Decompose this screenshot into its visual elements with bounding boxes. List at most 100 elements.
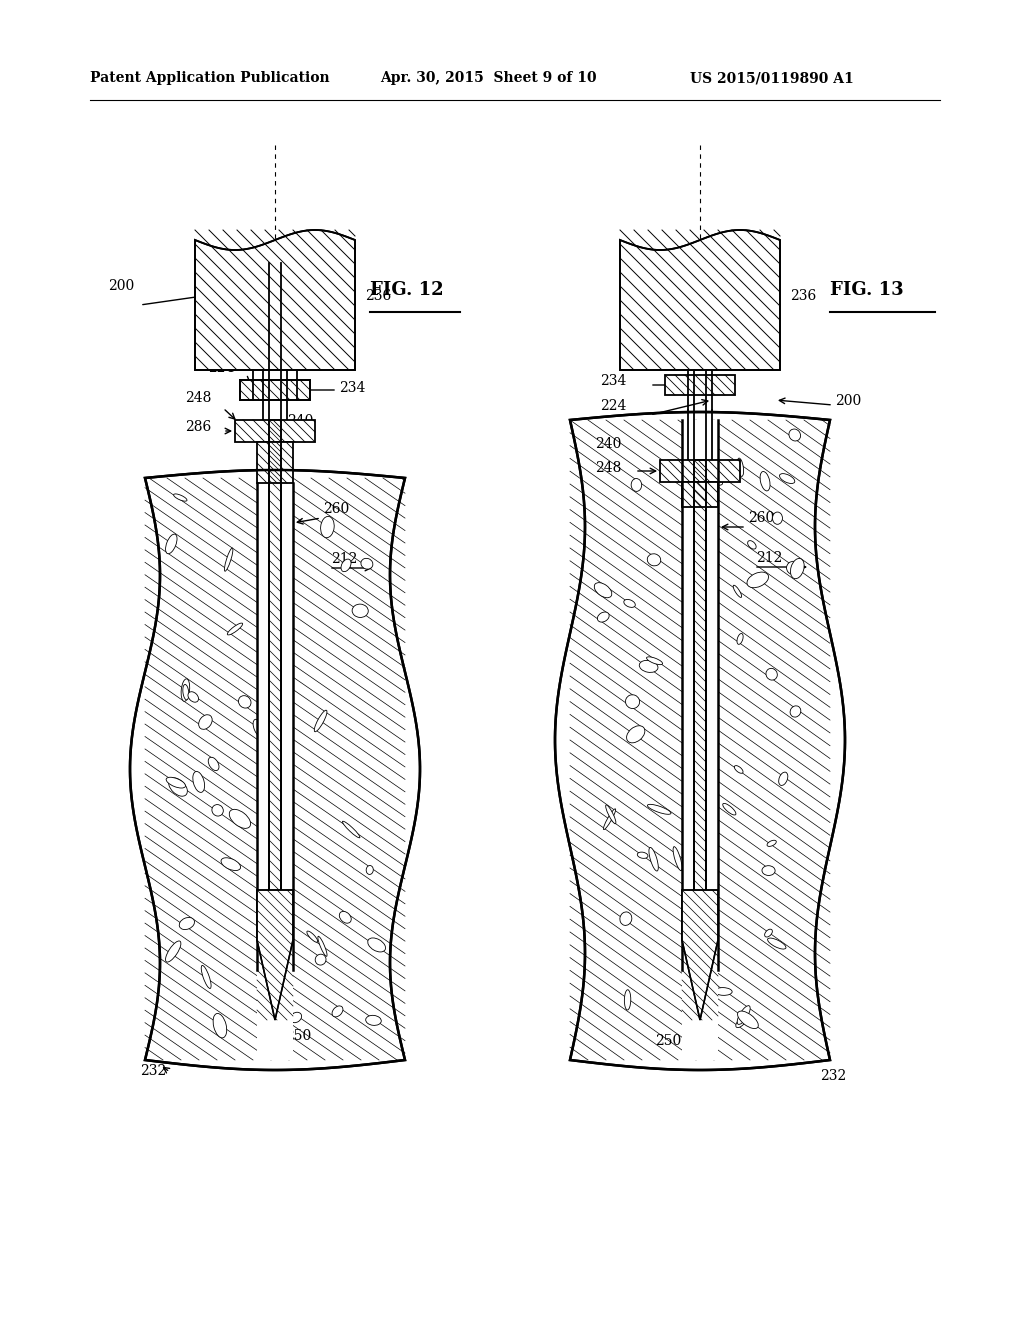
Text: US 2015/0119890 A1: US 2015/0119890 A1 bbox=[690, 71, 854, 84]
Ellipse shape bbox=[605, 805, 615, 824]
Ellipse shape bbox=[213, 1014, 226, 1038]
Text: 236: 236 bbox=[365, 289, 391, 304]
Text: 260: 260 bbox=[323, 502, 349, 516]
Ellipse shape bbox=[368, 939, 386, 952]
Ellipse shape bbox=[649, 847, 658, 871]
Ellipse shape bbox=[646, 657, 663, 665]
Ellipse shape bbox=[266, 562, 278, 574]
Polygon shape bbox=[555, 412, 845, 1071]
Text: 240: 240 bbox=[595, 437, 622, 451]
Ellipse shape bbox=[723, 804, 736, 814]
Ellipse shape bbox=[768, 939, 786, 949]
Text: 224: 224 bbox=[208, 360, 234, 375]
Polygon shape bbox=[694, 459, 706, 970]
Ellipse shape bbox=[746, 572, 769, 587]
Ellipse shape bbox=[317, 936, 327, 957]
Polygon shape bbox=[257, 890, 293, 1020]
Text: 212: 212 bbox=[756, 550, 782, 565]
Ellipse shape bbox=[282, 579, 289, 587]
Ellipse shape bbox=[342, 821, 359, 838]
Ellipse shape bbox=[224, 548, 232, 572]
Ellipse shape bbox=[314, 710, 327, 731]
Ellipse shape bbox=[625, 990, 631, 1010]
Ellipse shape bbox=[673, 846, 682, 871]
Ellipse shape bbox=[199, 714, 212, 730]
Ellipse shape bbox=[594, 582, 611, 598]
Ellipse shape bbox=[791, 558, 804, 578]
Ellipse shape bbox=[786, 561, 801, 574]
Ellipse shape bbox=[181, 678, 189, 701]
Ellipse shape bbox=[360, 558, 373, 569]
Bar bbox=[660, 459, 740, 482]
Ellipse shape bbox=[762, 866, 775, 875]
Ellipse shape bbox=[188, 692, 199, 702]
Bar bbox=[682, 420, 718, 1060]
Ellipse shape bbox=[767, 841, 776, 846]
Ellipse shape bbox=[627, 726, 645, 743]
Polygon shape bbox=[620, 230, 780, 370]
Ellipse shape bbox=[253, 719, 264, 738]
Text: FIG. 13: FIG. 13 bbox=[830, 281, 903, 300]
Ellipse shape bbox=[266, 923, 273, 942]
Ellipse shape bbox=[624, 599, 635, 607]
Ellipse shape bbox=[321, 516, 334, 537]
Text: 240: 240 bbox=[287, 414, 313, 428]
Ellipse shape bbox=[221, 858, 241, 870]
Ellipse shape bbox=[778, 772, 787, 785]
Bar bbox=[665, 375, 735, 395]
Text: 200: 200 bbox=[835, 393, 861, 408]
Ellipse shape bbox=[597, 612, 609, 622]
Ellipse shape bbox=[715, 987, 732, 995]
Bar bbox=[257, 442, 293, 483]
Ellipse shape bbox=[290, 1012, 302, 1023]
Ellipse shape bbox=[647, 554, 660, 566]
Text: 212: 212 bbox=[331, 552, 357, 566]
Ellipse shape bbox=[766, 668, 777, 680]
Ellipse shape bbox=[166, 777, 185, 788]
Text: 200: 200 bbox=[108, 279, 134, 293]
Ellipse shape bbox=[339, 911, 351, 923]
Ellipse shape bbox=[620, 912, 632, 925]
Text: 260: 260 bbox=[748, 511, 774, 525]
Ellipse shape bbox=[737, 458, 743, 477]
Ellipse shape bbox=[260, 516, 274, 531]
Ellipse shape bbox=[639, 660, 658, 672]
Text: 250: 250 bbox=[655, 1034, 681, 1048]
Ellipse shape bbox=[701, 474, 723, 486]
Ellipse shape bbox=[229, 809, 251, 829]
Ellipse shape bbox=[174, 494, 187, 502]
Text: Patent Application Publication: Patent Application Publication bbox=[90, 71, 330, 84]
Ellipse shape bbox=[603, 809, 615, 829]
Text: 236: 236 bbox=[790, 289, 816, 304]
Ellipse shape bbox=[307, 931, 317, 942]
Ellipse shape bbox=[352, 605, 369, 618]
Text: Apr. 30, 2015  Sheet 9 of 10: Apr. 30, 2015 Sheet 9 of 10 bbox=[380, 71, 597, 84]
Ellipse shape bbox=[332, 1006, 343, 1016]
Ellipse shape bbox=[788, 429, 801, 441]
Ellipse shape bbox=[711, 643, 716, 653]
Text: 234: 234 bbox=[600, 374, 627, 388]
Ellipse shape bbox=[179, 917, 195, 929]
Ellipse shape bbox=[760, 471, 770, 491]
Ellipse shape bbox=[772, 512, 782, 524]
Text: FIG. 12: FIG. 12 bbox=[370, 281, 443, 300]
Ellipse shape bbox=[315, 954, 326, 965]
Text: 232: 232 bbox=[140, 1064, 166, 1078]
Bar bbox=[240, 380, 310, 400]
Polygon shape bbox=[195, 230, 355, 370]
Text: 232: 232 bbox=[820, 1069, 846, 1082]
Text: 234: 234 bbox=[339, 381, 366, 395]
Ellipse shape bbox=[631, 479, 642, 491]
Text: 248: 248 bbox=[595, 461, 622, 475]
Text: 286: 286 bbox=[185, 420, 211, 434]
Ellipse shape bbox=[791, 706, 801, 717]
Ellipse shape bbox=[166, 941, 181, 962]
Ellipse shape bbox=[737, 1011, 759, 1028]
Ellipse shape bbox=[260, 678, 270, 697]
Ellipse shape bbox=[212, 805, 223, 816]
Ellipse shape bbox=[193, 771, 205, 792]
Ellipse shape bbox=[748, 541, 756, 549]
Ellipse shape bbox=[626, 694, 640, 709]
Ellipse shape bbox=[183, 685, 188, 700]
Ellipse shape bbox=[637, 853, 648, 858]
